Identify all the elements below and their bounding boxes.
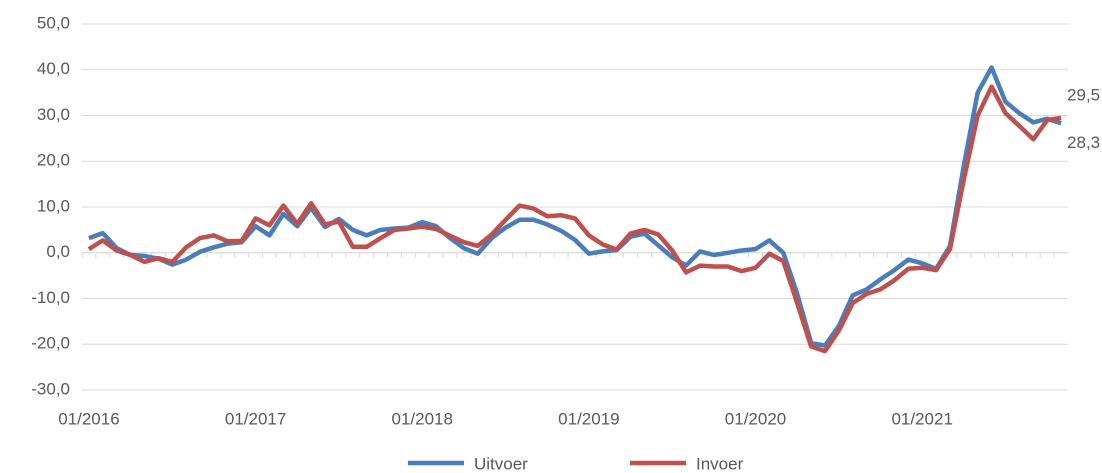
legend-label: Invoer: [696, 454, 744, 473]
x-tick-label: 01/2017: [225, 409, 286, 428]
y-tick-label: 10,0: [37, 196, 70, 215]
data-label: 28,3: [1067, 133, 1100, 152]
x-tick-label: 01/2018: [392, 409, 453, 428]
y-tick-label: 40,0: [37, 59, 70, 78]
y-tick-label: 50,0: [37, 13, 70, 32]
data-label: 29,5: [1067, 85, 1100, 104]
y-tick-label: 0,0: [46, 242, 70, 261]
x-tick-label: 01/2021: [891, 409, 952, 428]
x-tick-label: 01/2016: [58, 409, 119, 428]
legend-label: Uitvoer: [474, 454, 528, 473]
x-tick-label: 01/2019: [558, 409, 619, 428]
series-line: [88, 65, 1062, 348]
y-tick-label: 20,0: [37, 151, 70, 170]
series-line: [87, 84, 1062, 354]
y-tick-label: -20,0: [31, 334, 70, 353]
y-tick-label: -30,0: [31, 379, 70, 398]
x-tick-label: 01/2020: [725, 409, 786, 428]
y-tick-label: 30,0: [37, 105, 70, 124]
y-tick-label: -10,0: [31, 288, 70, 307]
